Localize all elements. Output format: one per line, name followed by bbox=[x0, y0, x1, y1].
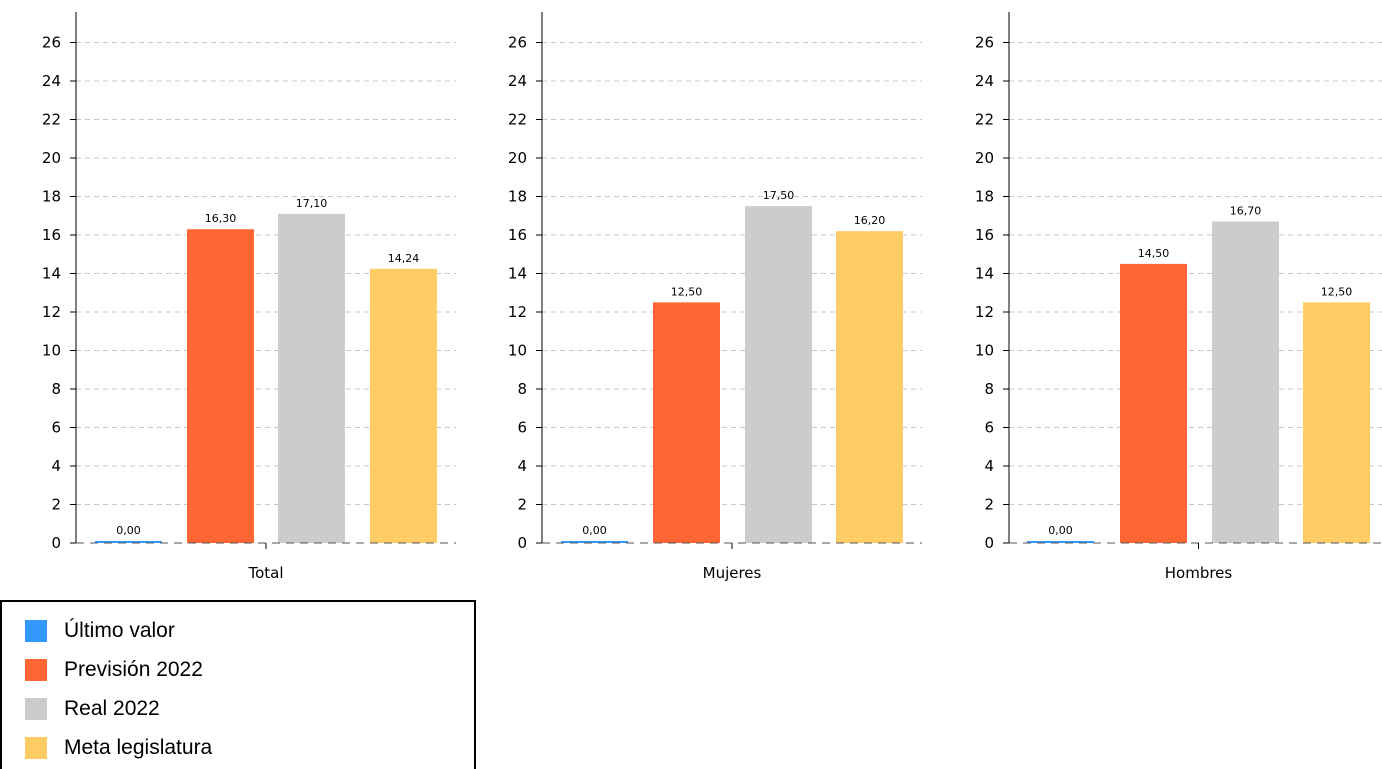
legend-item-prevision-2022: Previsión 2022 bbox=[25, 658, 203, 682]
legend-item-real-2022: Real 2022 bbox=[25, 697, 160, 721]
data-label: 16,70 bbox=[1230, 205, 1262, 218]
legend-label: Último valor bbox=[64, 619, 175, 643]
y-tick-label: 20 bbox=[975, 149, 994, 167]
data-label: 0,00 bbox=[116, 524, 141, 537]
legend-swatch bbox=[25, 659, 47, 681]
y-tick-label: 18 bbox=[42, 188, 61, 206]
data-label: 0,00 bbox=[582, 524, 607, 537]
chart-legend: Último valor Previsión 2022 Real 2022 Me… bbox=[0, 600, 476, 769]
y-tick-label: 8 bbox=[51, 380, 61, 398]
y-tick-label: 14 bbox=[508, 265, 527, 283]
data-label: 17,50 bbox=[763, 189, 795, 202]
y-tick-label: 6 bbox=[517, 419, 527, 437]
y-tick-label: 10 bbox=[508, 342, 527, 360]
y-tick-label: 10 bbox=[42, 342, 61, 360]
data-label: 0,00 bbox=[1048, 524, 1073, 537]
data-label: 14,24 bbox=[388, 252, 420, 265]
bar bbox=[1212, 222, 1279, 543]
bar-charts-area: 024681012141618202224260,0016,3017,1014,… bbox=[0, 0, 1382, 600]
legend-label: Real 2022 bbox=[64, 697, 160, 721]
y-tick-label: 22 bbox=[42, 111, 61, 129]
y-tick-label: 0 bbox=[51, 534, 61, 552]
y-tick-label: 10 bbox=[975, 342, 994, 360]
bar bbox=[1120, 264, 1187, 543]
y-tick-label: 12 bbox=[975, 303, 994, 321]
y-tick-label: 20 bbox=[42, 149, 61, 167]
y-tick-label: 18 bbox=[975, 188, 994, 206]
legend-item-ultimo-valor: Último valor bbox=[25, 619, 175, 643]
y-tick-label: 24 bbox=[42, 72, 61, 90]
category-label: Hombres bbox=[1165, 564, 1233, 582]
bar bbox=[187, 229, 254, 543]
y-tick-label: 14 bbox=[42, 265, 61, 283]
data-label: 17,10 bbox=[296, 197, 328, 210]
y-tick-label: 24 bbox=[508, 72, 527, 90]
legend-label: Meta legislatura bbox=[64, 736, 212, 760]
y-tick-label: 2 bbox=[517, 496, 527, 514]
y-tick-label: 4 bbox=[517, 457, 527, 475]
data-label: 12,50 bbox=[1321, 285, 1353, 298]
y-tick-label: 26 bbox=[508, 34, 527, 52]
y-tick-label: 16 bbox=[975, 226, 994, 244]
y-tick-label: 20 bbox=[508, 149, 527, 167]
legend-swatch bbox=[25, 698, 47, 720]
legend-swatch bbox=[25, 620, 47, 642]
legend-item-meta-legislatura: Meta legislatura bbox=[25, 736, 212, 760]
y-tick-label: 12 bbox=[42, 303, 61, 321]
y-tick-label: 18 bbox=[508, 188, 527, 206]
y-tick-label: 16 bbox=[508, 226, 527, 244]
y-tick-label: 8 bbox=[517, 380, 527, 398]
bar bbox=[370, 269, 437, 543]
data-label: 12,50 bbox=[671, 285, 703, 298]
bar bbox=[653, 302, 720, 543]
y-tick-label: 6 bbox=[51, 419, 61, 437]
bar bbox=[745, 206, 812, 543]
y-tick-label: 6 bbox=[984, 419, 994, 437]
bar bbox=[278, 214, 345, 543]
bar bbox=[1303, 302, 1370, 543]
data-label: 16,20 bbox=[854, 214, 886, 227]
y-tick-label: 14 bbox=[975, 265, 994, 283]
data-label: 14,50 bbox=[1138, 247, 1170, 260]
y-tick-label: 22 bbox=[975, 111, 994, 129]
y-tick-label: 4 bbox=[51, 457, 61, 475]
y-tick-label: 12 bbox=[508, 303, 527, 321]
y-tick-label: 4 bbox=[984, 457, 994, 475]
y-tick-label: 24 bbox=[975, 72, 994, 90]
y-tick-label: 22 bbox=[508, 111, 527, 129]
bar bbox=[836, 231, 903, 543]
legend-label: Previsión 2022 bbox=[64, 658, 203, 682]
category-label: Total bbox=[247, 564, 283, 582]
y-tick-label: 2 bbox=[984, 496, 994, 514]
y-tick-label: 2 bbox=[51, 496, 61, 514]
y-tick-label: 8 bbox=[984, 380, 994, 398]
y-tick-label: 26 bbox=[975, 34, 994, 52]
y-tick-label: 26 bbox=[42, 34, 61, 52]
y-tick-label: 16 bbox=[42, 226, 61, 244]
legend-swatch bbox=[25, 737, 47, 759]
y-tick-label: 0 bbox=[517, 534, 527, 552]
y-tick-label: 0 bbox=[984, 534, 994, 552]
data-label: 16,30 bbox=[205, 212, 237, 225]
category-label: Mujeres bbox=[703, 564, 762, 582]
